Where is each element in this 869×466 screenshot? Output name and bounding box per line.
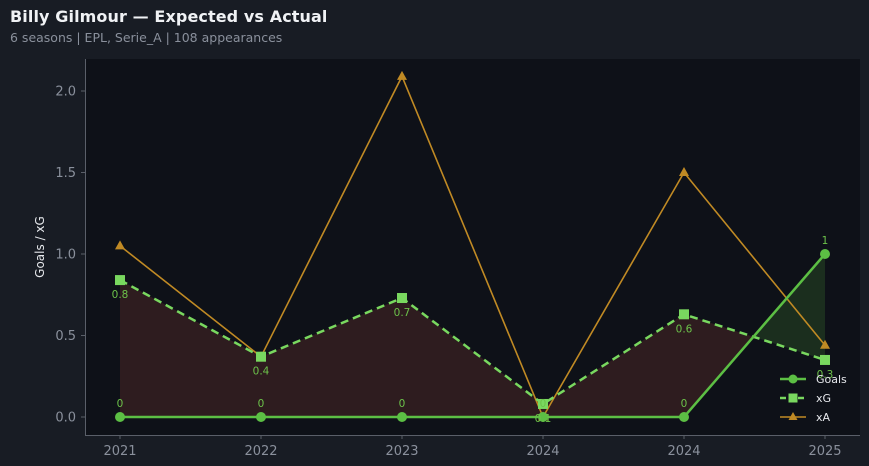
y-tick-label: 1.5 xyxy=(55,166,76,181)
legend-xa-marker xyxy=(788,412,798,420)
xg-value-label: 0.8 xyxy=(112,289,129,301)
goals-marker xyxy=(679,412,689,422)
x-tick-label: 2021 xyxy=(103,444,136,459)
legend: Goals xG xA xyxy=(780,373,847,424)
xg-value-label: 0.6 xyxy=(676,323,693,335)
fill-segment xyxy=(402,298,543,417)
xg-value-label: 0.4 xyxy=(253,366,270,378)
xg-marker xyxy=(256,351,266,362)
xg-value-label: 0.7 xyxy=(394,307,411,319)
xa-marker xyxy=(820,339,830,349)
goals-marker xyxy=(820,249,830,259)
goals-marker xyxy=(115,412,125,422)
xg-marker xyxy=(538,398,548,409)
xa-marker xyxy=(397,70,407,80)
fill-segment xyxy=(543,314,684,417)
xg-line xyxy=(119,278,826,406)
fill-segment xyxy=(753,254,825,360)
xa-line xyxy=(119,74,826,419)
y-tick-label: 1.0 xyxy=(55,248,76,263)
goals-value-label: 0 xyxy=(540,398,547,410)
x-tick-label: 2023 xyxy=(385,444,418,459)
xg-marker xyxy=(115,275,125,286)
legend-goals-marker xyxy=(788,374,798,384)
x-tick-label: 2022 xyxy=(244,444,277,459)
xg-marker xyxy=(397,293,407,304)
xa-marker xyxy=(115,240,125,250)
goals-marker xyxy=(256,412,266,422)
y-axis-label: Goals / xG xyxy=(33,216,47,278)
legend-xa-label: xA xyxy=(816,411,831,424)
data-labels: 0 0 0 0 0 1 0.8 0.4 0.7 0.1 0.6 0.3 xyxy=(112,235,834,425)
xg-value-label: 0.3 xyxy=(817,369,834,381)
chart-subtitle: 6 seasons | EPL, Serie_A | 108 appearanc… xyxy=(10,30,283,45)
xg-marker xyxy=(820,354,830,365)
fill-segment xyxy=(684,314,754,417)
goals-value-label: 0 xyxy=(117,398,124,410)
xa-marker xyxy=(679,167,689,176)
goals-line xyxy=(120,253,826,419)
x-tick-label: 2024 xyxy=(526,444,559,459)
fill-segment xyxy=(261,298,402,417)
x-tick-label: 2024 xyxy=(667,444,700,459)
xg-value-label: 0.1 xyxy=(535,413,552,425)
y-tick-label: 0.0 xyxy=(55,411,76,426)
legend-xg-marker xyxy=(788,393,798,403)
x-tick-label: 2025 xyxy=(808,444,841,459)
fill-segment xyxy=(120,280,261,417)
goals-marker xyxy=(397,412,407,422)
goals-value-label: 1 xyxy=(822,235,829,247)
y-axis-ticks: 0.0 0.5 1.0 1.5 2.0 xyxy=(55,85,85,426)
series-xg xyxy=(115,275,830,409)
y-tick-label: 2.0 xyxy=(55,85,76,100)
goals-marker xyxy=(538,412,548,422)
xg-marker xyxy=(679,309,689,320)
goals-value-label: 0 xyxy=(399,398,406,410)
legend-goals-label: Goals xyxy=(816,373,847,386)
goals-value-label: 0 xyxy=(681,398,688,410)
y-tick-label: 0.5 xyxy=(55,329,76,344)
legend-xg-label: xG xyxy=(816,392,831,405)
performance-fill-areas xyxy=(120,254,825,417)
x-axis-ticks: 2021 2022 2023 2024 2024 2025 xyxy=(103,435,842,459)
series-goals xyxy=(115,249,830,422)
goals-value-label: 0 xyxy=(258,398,265,410)
chart-title: Billy Gilmour — Expected vs Actual xyxy=(10,7,328,26)
